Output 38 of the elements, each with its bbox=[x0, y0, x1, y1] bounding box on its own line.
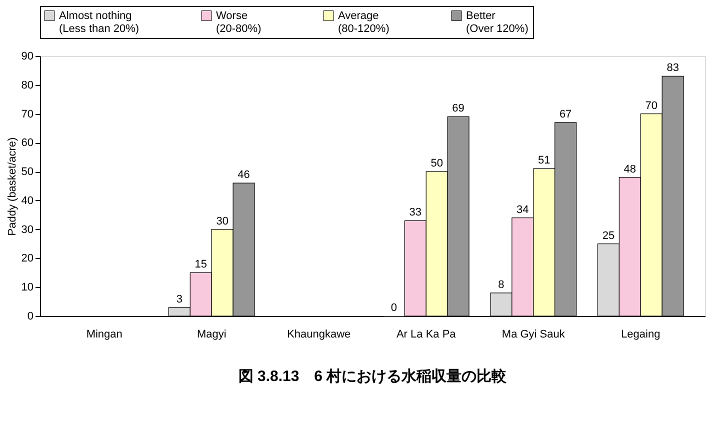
data-label: 70 bbox=[645, 100, 658, 112]
data-label: 25 bbox=[602, 230, 615, 242]
data-label: 34 bbox=[516, 204, 529, 216]
data-label: 46 bbox=[238, 169, 250, 182]
x-tick-label: Legaing bbox=[621, 328, 660, 340]
y-tick-label: 10 bbox=[21, 282, 34, 294]
y-tick-label: 60 bbox=[21, 137, 34, 150]
legend-label: Almost nothing (Less than 20%) bbox=[59, 10, 140, 35]
data-label: 33 bbox=[409, 206, 422, 219]
y-tick-label: 40 bbox=[21, 194, 34, 207]
data-label: 83 bbox=[666, 62, 679, 74]
y-tick-label: 30 bbox=[21, 224, 34, 236]
x-tick-label: Ar La Ka Pa bbox=[396, 328, 457, 340]
text: 図 3.8.13 6 村における水稲収量の比較 bbox=[238, 368, 508, 385]
data-label: 30 bbox=[216, 215, 228, 228]
y-tick-label: 90 bbox=[21, 50, 34, 62]
data-label: 50 bbox=[430, 158, 443, 170]
data-label: 51 bbox=[538, 154, 550, 167]
y-tick-label: 20 bbox=[21, 252, 34, 265]
y-tick-label: 70 bbox=[21, 108, 34, 120]
data-label: 48 bbox=[624, 163, 636, 176]
legend-label: Average (80-120%) bbox=[338, 10, 390, 35]
data-label: 15 bbox=[194, 258, 208, 271]
x-tick-label: Khaungkawe bbox=[287, 328, 351, 340]
x-tick-label: Magyi bbox=[196, 328, 226, 340]
x-tick-label: Ma Gyi Sauk bbox=[502, 328, 566, 340]
y-axis-title: Paddy (basket/acre) bbox=[6, 137, 18, 236]
data-label: 67 bbox=[559, 108, 572, 120]
data-label: 69 bbox=[452, 102, 464, 115]
x-tick-label: Mingan bbox=[86, 328, 122, 340]
data-label: 8 bbox=[498, 278, 504, 291]
y-tick-label: 50 bbox=[21, 166, 34, 178]
y-tick-label: 80 bbox=[21, 79, 34, 92]
y-tick-label: 0 bbox=[27, 310, 34, 322]
legend-label: Worse (20-80%) bbox=[216, 10, 262, 35]
data-label: 3 bbox=[176, 293, 182, 306]
legend-label: Better (Over 120%) bbox=[466, 10, 528, 35]
data-label: 0 bbox=[390, 302, 398, 314]
